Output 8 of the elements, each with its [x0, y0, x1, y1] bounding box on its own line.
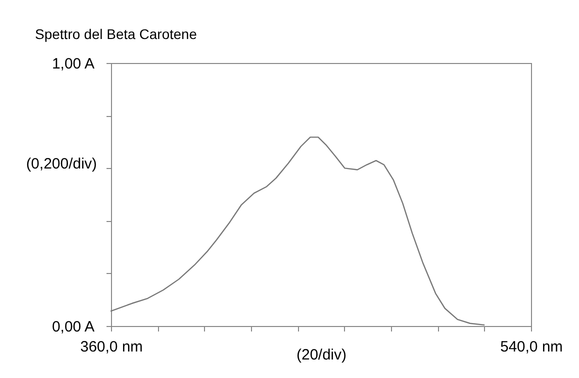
chart-title: Spettro del Beta Carotene — [35, 26, 198, 42]
y-tick-label: 1,00 A — [52, 56, 94, 72]
x-tick-label: 360,0 nm — [80, 338, 143, 356]
line-series — [110, 136, 485, 326]
x-tick-label: 540,0 nm — [500, 338, 563, 356]
x-axis-title: (20/div) — [296, 346, 347, 364]
y-tick-label: 0,00 A — [52, 318, 94, 336]
y-axis-title: (0,200/div) — [26, 156, 97, 172]
